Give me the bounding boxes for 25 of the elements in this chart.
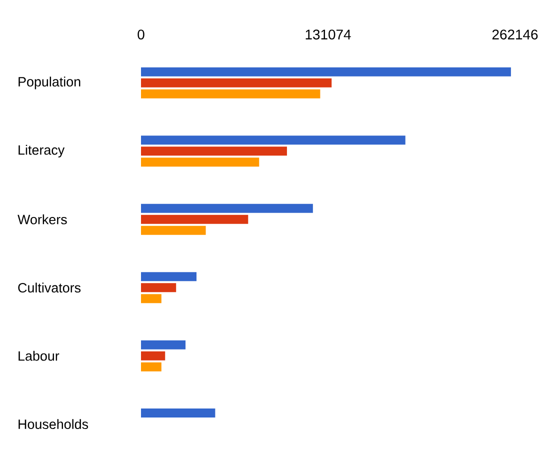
bar (141, 204, 313, 213)
x-tick-label: 262146 (492, 30, 538, 40)
bar (141, 340, 186, 350)
bar (141, 226, 206, 235)
bar (141, 136, 406, 145)
bar (141, 362, 162, 372)
bar (141, 78, 332, 88)
y-tick-label: Households (18, 419, 88, 429)
y-tick-label: Literacy (18, 144, 65, 158)
bar (141, 283, 176, 292)
y-tick-label: Labour (18, 350, 60, 361)
bar (141, 158, 260, 167)
x-tick-label: 131074 (306, 30, 351, 40)
bar (141, 351, 166, 360)
y-tick-label: Cultivators (18, 282, 81, 293)
bar (141, 272, 197, 282)
y-tick-label: Population (18, 76, 80, 90)
bar (141, 89, 320, 98)
bar (141, 408, 216, 418)
y-tick-label: Workers (18, 214, 67, 224)
bar (141, 214, 248, 224)
bar (141, 67, 511, 76)
x-tick-label: 0 (138, 30, 144, 40)
bar (141, 294, 162, 304)
bar (141, 146, 287, 156)
